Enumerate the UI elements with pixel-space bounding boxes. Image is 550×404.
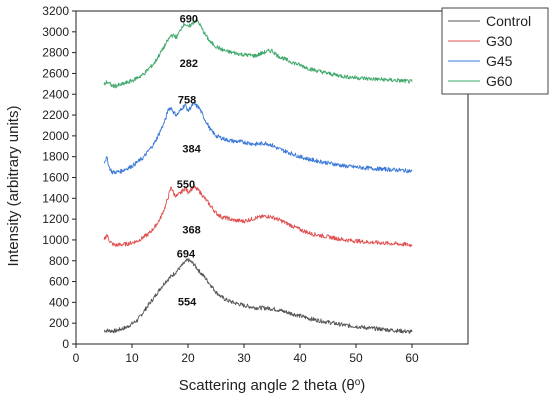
y-tick-label: 1600: [42, 171, 69, 185]
y-tick-label: 2400: [42, 87, 69, 101]
series-line-g45: [103, 101, 413, 175]
legend-label: G60: [486, 73, 513, 89]
x-tick-label: 50: [349, 351, 363, 365]
peak-annotation: 758: [178, 95, 196, 107]
y-tick-label: 400: [49, 295, 69, 309]
peak-annotation: 690: [180, 13, 198, 25]
x-tick-label: 0: [73, 351, 80, 365]
y-tick-label: 3000: [42, 25, 69, 39]
axis-ticks: [72, 10, 413, 348]
series-line-g30: [103, 184, 413, 248]
y-tick-label: 2600: [42, 66, 69, 80]
x-tick-label: 10: [125, 351, 139, 365]
series-line-control: [103, 257, 413, 334]
y-tick-label: 1800: [42, 150, 69, 164]
peak-annotation: 550: [177, 179, 195, 191]
y-tick-labels: 0 200 400 600 800 1000 1200 1400 1600 1800 2000 220…: [42, 4, 69, 351]
peak-annotations: 690 282 758 384 550 368 694 554: [177, 13, 202, 308]
peak-annotation: 694: [177, 249, 196, 261]
y-tick-label: 2800: [42, 46, 69, 60]
legend: Control G30 G45 G60: [441, 7, 549, 95]
x-axis-title-sup: o: [355, 377, 361, 388]
peak-annotation: 282: [180, 58, 198, 70]
y-tick-label: 2200: [42, 108, 69, 122]
y-tick-label: 2000: [42, 129, 69, 143]
legend-box: [441, 7, 549, 95]
y-tick-label: 3200: [42, 4, 69, 18]
y-tick-label: 600: [49, 275, 69, 289]
y-tick-label: 0: [62, 337, 69, 351]
peak-annotation: 554: [178, 296, 197, 308]
x-tick-labels: 0 10 20 30 40 50 60: [73, 351, 419, 365]
y-tick-label: 800: [49, 254, 69, 268]
y-tick-label: 1200: [42, 212, 69, 226]
series-line-g60: [103, 16, 413, 89]
peak-annotation: 384: [182, 144, 201, 156]
plot-border: [75, 10, 469, 345]
y-tick-label: 200: [49, 316, 69, 330]
y-tick-label: 1000: [42, 233, 69, 247]
legend-label: G45: [486, 53, 513, 69]
x-tick-label: 60: [405, 351, 419, 365]
legend-label: G30: [486, 33, 513, 49]
plot-frame: [75, 10, 469, 345]
x-tick-label: 30: [237, 351, 251, 365]
x-tick-label: 40: [293, 351, 307, 365]
x-axis-title-main: Scattering angle 2 theta (θ: [179, 377, 355, 394]
y-tick-label: 1400: [42, 191, 69, 205]
legend-label: Control: [486, 13, 531, 29]
x-axis-title-end: ): [360, 377, 365, 394]
peak-annotation: 368: [182, 225, 200, 237]
x-axis-title: Scattering angle 2 theta (θo): [179, 377, 366, 395]
series-lines: [103, 16, 413, 334]
y-axis-title: Intensity (arbitrary units): [5, 106, 22, 267]
x-tick-label: 20: [181, 351, 195, 365]
